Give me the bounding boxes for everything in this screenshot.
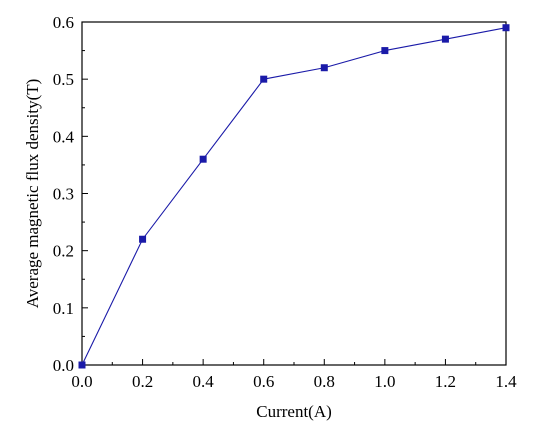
y-tick-label: 0.0: [53, 356, 74, 375]
series-layer: [78, 24, 510, 369]
data-point-marker: [78, 361, 86, 369]
data-point-marker: [199, 155, 207, 163]
y-tick-label: 0.1: [53, 299, 74, 318]
y-tick-label: 0.3: [53, 185, 74, 204]
y-tick-label: 0.4: [53, 127, 75, 146]
y-axis-ticks: 0.0 0.1 0.2 0.3 0.4 0.5 0.6: [53, 13, 88, 375]
series-line: [81, 27, 507, 366]
data-point-marker: [320, 64, 328, 72]
x-tick-label: 0.2: [132, 372, 153, 391]
y-tick-label: 0.2: [53, 242, 74, 261]
y-tick-label: 0.5: [53, 70, 74, 89]
x-tick-label: 0.8: [314, 372, 335, 391]
data-point-marker: [441, 35, 449, 43]
data-point-marker: [260, 75, 268, 83]
data-point-marker: [502, 24, 510, 32]
x-tick-label: 0.6: [253, 372, 274, 391]
data-point-marker: [139, 235, 147, 243]
x-tick-label: 1.2: [435, 372, 456, 391]
x-tick-label: 0.0: [71, 372, 92, 391]
y-tick-label: 0.6: [53, 13, 74, 32]
x-tick-label: 0.4: [193, 372, 215, 391]
x-tick-label: 1.4: [495, 372, 517, 391]
y-axis-title: Average magnetic flux density(T): [23, 79, 42, 309]
x-tick-label: 1.0: [374, 372, 395, 391]
x-axis-title: Current(A): [256, 402, 332, 421]
data-point-marker: [381, 47, 389, 55]
x-axis-ticks: 0.0 0.2 0.4 0.6 0.8 1.0 1.2 1.4: [71, 359, 517, 391]
